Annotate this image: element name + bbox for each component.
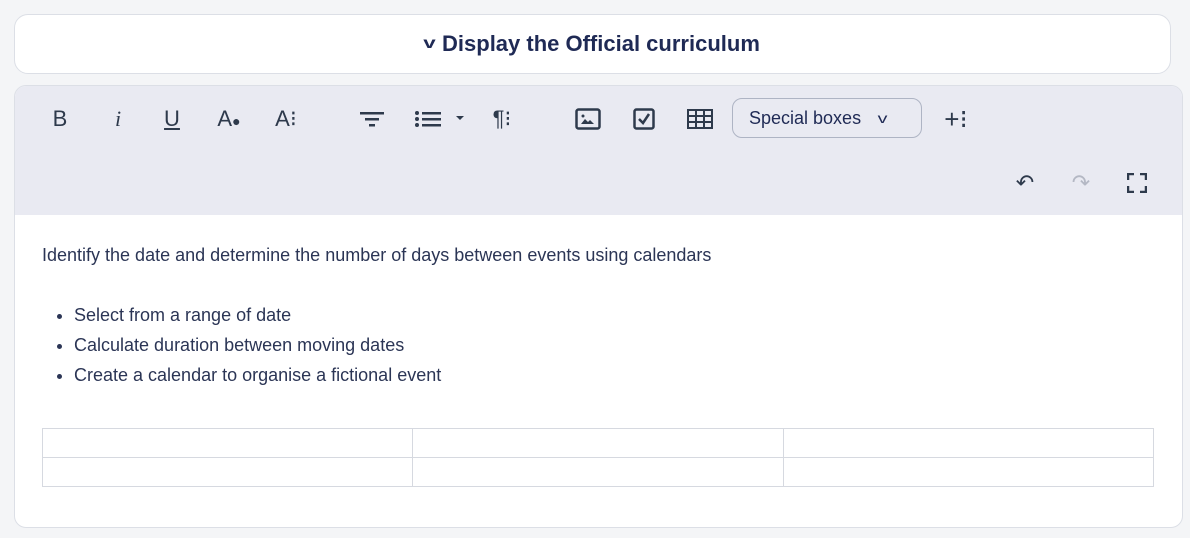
- text-color-button[interactable]: A●: [215, 106, 243, 132]
- toolbar: B i U A● A⁝ ¶⁝ Special boxes v +⁝ ↶ ↷: [15, 86, 1182, 215]
- paragraph-icon: ¶⁝: [492, 106, 512, 131]
- table-cell[interactable]: [412, 457, 784, 487]
- fullscreen-icon: [1127, 173, 1147, 193]
- image-button[interactable]: [573, 106, 603, 132]
- redo-icon: ↷: [1071, 170, 1091, 195]
- redo-button[interactable]: ↷: [1067, 170, 1095, 196]
- special-boxes-label: Special boxes: [749, 107, 862, 128]
- undo-icon: ↶: [1015, 170, 1035, 195]
- content-table: [41, 428, 1155, 487]
- undo-button[interactable]: ↶: [1011, 170, 1039, 196]
- bullet-list: Select from a range of date Calculate du…: [42, 300, 1155, 390]
- table-cell[interactable]: [41, 428, 414, 458]
- table-row: [41, 457, 1155, 487]
- table-button[interactable]: [685, 106, 715, 132]
- checkbox-button[interactable]: [631, 106, 657, 132]
- chevron-down-icon: v: [423, 35, 436, 52]
- font-size-button[interactable]: A⁝: [271, 106, 301, 132]
- image-icon: [575, 108, 601, 130]
- table-cell[interactable]: [41, 457, 414, 487]
- table-cell[interactable]: [782, 457, 1155, 487]
- bold-button[interactable]: B: [52, 106, 68, 131]
- fullscreen-button[interactable]: [1125, 170, 1149, 196]
- curriculum-toggle[interactable]: v Display the Official curriculum: [14, 14, 1171, 74]
- rich-text-editor: B i U A● A⁝ ¶⁝ Special boxes v +⁝ ↶ ↷ Ide…: [14, 85, 1183, 528]
- align-button[interactable]: [357, 106, 387, 132]
- bullet-list-button[interactable]: [413, 106, 469, 132]
- insert-more-button[interactable]: +⁝: [939, 103, 973, 134]
- font-size-icon: A⁝: [275, 106, 297, 131]
- underline-button[interactable]: U: [164, 106, 180, 131]
- italic-button[interactable]: i: [114, 106, 122, 131]
- special-boxes-dropdown[interactable]: Special boxes v: [732, 98, 922, 138]
- bullet-list-icon: [415, 111, 464, 127]
- text-color-icon: A●: [217, 106, 241, 131]
- align-icon: [360, 112, 384, 127]
- content-paragraph: Identify the date and determine the numb…: [42, 245, 712, 265]
- list-item: Select from a range of date: [74, 300, 1155, 330]
- table-cell[interactable]: [782, 428, 1155, 458]
- table-icon: [687, 109, 713, 129]
- chevron-down-icon: v: [877, 110, 888, 126]
- table-row: [41, 428, 1155, 458]
- editor-content[interactable]: Identify the date and determine the numb…: [15, 215, 1182, 517]
- checkbox-icon: [633, 108, 655, 130]
- table-cell[interactable]: [412, 428, 784, 458]
- list-item: Create a calendar to organise a fictiona…: [74, 360, 1155, 390]
- plus-more-icon: +⁝: [944, 103, 968, 134]
- header-title: Display the Official curriculum: [442, 31, 760, 56]
- list-item: Calculate duration between moving dates: [74, 330, 1155, 360]
- paragraph-button[interactable]: ¶⁝: [487, 106, 517, 132]
